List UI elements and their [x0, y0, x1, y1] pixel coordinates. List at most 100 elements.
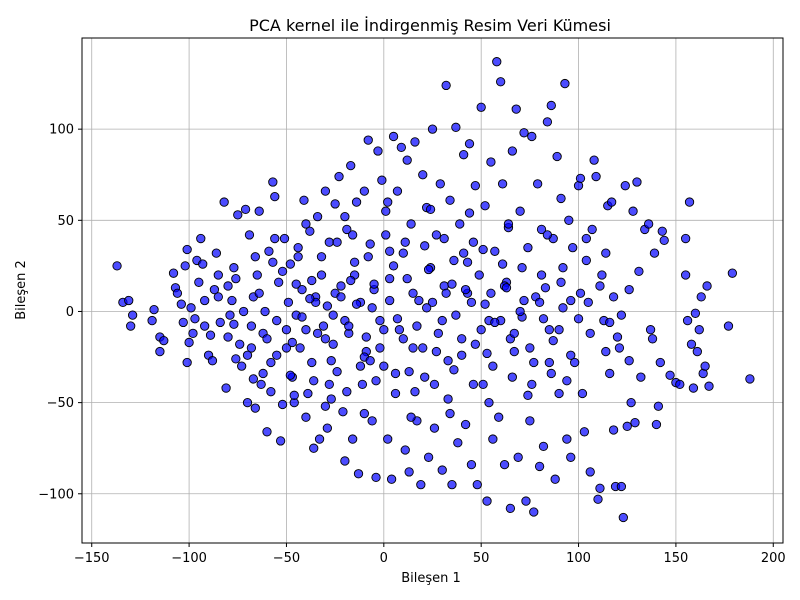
- scatter-point: [573, 314, 584, 324]
- scatter-point: [200, 321, 210, 331]
- scatter-point: [515, 306, 525, 317]
- scatter-point: [326, 356, 336, 366]
- scatter-point: [213, 270, 223, 280]
- scatter-point: [727, 268, 738, 278]
- scatter-point: [626, 397, 636, 408]
- scatter-point: [427, 297, 438, 307]
- scatter-point: [225, 310, 235, 320]
- scatter-point: [501, 283, 512, 293]
- scatter-point: [745, 374, 755, 384]
- scatter-point: [447, 480, 457, 490]
- scatter-point: [630, 418, 640, 428]
- scatter-point: [299, 195, 309, 205]
- scatter-point: [490, 317, 500, 328]
- scatter-point: [184, 337, 194, 348]
- scatter-point: [416, 480, 426, 490]
- scatter-point: [272, 315, 282, 326]
- scatter-point: [608, 292, 619, 302]
- scatter-point: [566, 350, 576, 360]
- scatter-point: [248, 374, 259, 384]
- scatter-point: [418, 170, 428, 180]
- scatter-point: [336, 292, 346, 302]
- scatter-point: [303, 388, 313, 399]
- scatter-point: [309, 443, 319, 453]
- scatter-point: [305, 294, 315, 304]
- scatter-point: [270, 233, 280, 244]
- scatter-point: [468, 237, 479, 247]
- scatter-point: [242, 350, 253, 360]
- scatter-point: [593, 494, 603, 504]
- scatter-point: [322, 423, 332, 433]
- scatter-point: [324, 379, 334, 390]
- scatter-point: [577, 388, 588, 399]
- scatter-point: [275, 436, 286, 446]
- scatter-point: [478, 379, 488, 390]
- scatter-point: [320, 334, 331, 344]
- chart-title: PCA kernel ile İndirgenmiş Resim Veri Kü…: [249, 16, 611, 35]
- y-tick-label: −50: [47, 396, 74, 411]
- scatter-point: [176, 299, 186, 309]
- scatter-point: [566, 452, 576, 462]
- scatter-point: [460, 284, 471, 295]
- scatter-point: [554, 325, 564, 335]
- scatter-point: [517, 263, 527, 273]
- scatter-point: [542, 230, 553, 240]
- scatter-point: [229, 319, 239, 329]
- scatter-point: [568, 243, 578, 253]
- scatter-point: [507, 372, 517, 382]
- scatter-point: [694, 325, 704, 335]
- scatter-point: [256, 379, 266, 390]
- scatter-point: [349, 257, 360, 267]
- scatter-point: [281, 343, 292, 353]
- scatter-point: [486, 288, 496, 298]
- scatter-point: [252, 270, 262, 280]
- scatter-point: [505, 503, 516, 514]
- scatter-point: [480, 201, 490, 211]
- scatter-point: [533, 179, 543, 189]
- scatter-point: [168, 268, 179, 278]
- scatter-point: [583, 297, 593, 307]
- x-tick-label: −50: [273, 551, 300, 566]
- scatter-point: [127, 310, 138, 320]
- scatter-point: [240, 204, 251, 215]
- scatter-point: [342, 387, 352, 397]
- scatter-point: [375, 343, 385, 353]
- scatter-point: [385, 246, 395, 256]
- scatter-point: [575, 288, 586, 298]
- scatter-point: [634, 266, 644, 277]
- scatter-point: [297, 284, 307, 295]
- scatter-point: [293, 243, 303, 253]
- scatter-point: [470, 339, 480, 349]
- scatter-point: [324, 237, 334, 247]
- scatter-point: [618, 512, 628, 523]
- scatter-point: [237, 361, 247, 371]
- scatter-point: [155, 346, 165, 357]
- scatter-point: [497, 179, 508, 189]
- scatter-point: [534, 461, 545, 472]
- scatter-point: [645, 325, 656, 335]
- scatter-point: [470, 181, 480, 191]
- scatter-point: [398, 248, 408, 258]
- scatter-point: [445, 408, 455, 419]
- scatter-point: [519, 295, 529, 306]
- points: [112, 57, 755, 523]
- scatter-point: [254, 206, 264, 216]
- scatter-point: [396, 142, 406, 153]
- scatter-point: [570, 357, 580, 368]
- scatter-point: [558, 303, 568, 313]
- scatter-point: [482, 348, 492, 359]
- scatter-point: [264, 246, 274, 256]
- scatter-point: [657, 226, 667, 236]
- scatter-point: [614, 343, 625, 353]
- scatter-point: [581, 255, 591, 266]
- scatter-point: [244, 230, 255, 240]
- scatter-point: [546, 368, 556, 379]
- scatter-point: [211, 248, 222, 258]
- scatter-point: [546, 100, 556, 111]
- scatter-point: [361, 332, 371, 342]
- scatter-point: [601, 346, 611, 357]
- scatter-point: [643, 219, 654, 229]
- scatter-point: [464, 208, 475, 218]
- scatter-point: [480, 299, 490, 309]
